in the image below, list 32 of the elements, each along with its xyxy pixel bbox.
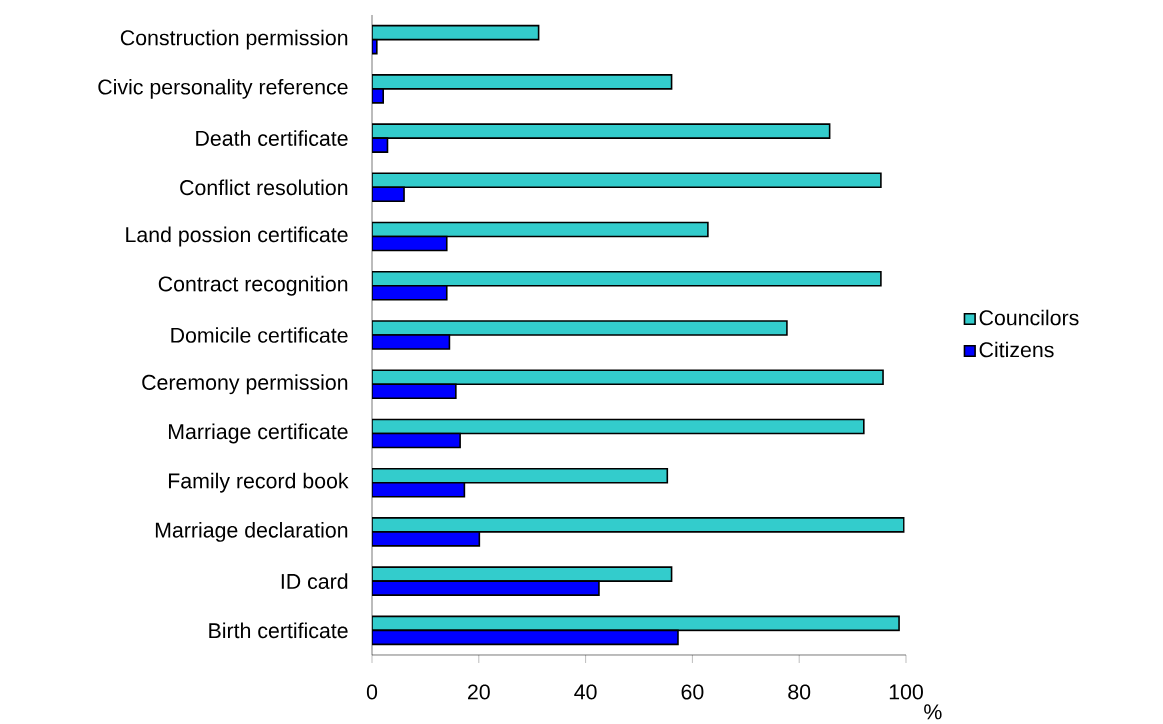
bar — [372, 418, 865, 435]
y-tick-label: Death certificate — [196, 130, 348, 146]
y-tick-label: Conflict resolution — [180, 179, 348, 196]
x-tick-label: 100 — [889, 684, 923, 700]
y-tick-label: Civic personality reference — [98, 78, 348, 99]
x-tick-label: 80 — [788, 684, 811, 700]
y-tick-label: Marriage declaration — [155, 521, 348, 542]
bar — [372, 24, 540, 41]
x-tick-label: 20 — [468, 684, 490, 700]
y-tick-label: ID card — [281, 573, 348, 589]
bar — [372, 235, 448, 252]
y-tick-label: Contract recognition — [158, 275, 348, 296]
y-tick-label: Land possion certificate — [126, 226, 348, 247]
bar — [372, 172, 882, 189]
bar — [372, 467, 669, 484]
y-tick-label: Birth certificate — [209, 622, 348, 639]
bar — [372, 481, 466, 498]
y-tick-label: Family record book — [168, 472, 349, 493]
x-tick-label: 0 — [366, 684, 378, 700]
legend-label: Citizens — [979, 341, 1054, 358]
bar — [372, 615, 900, 632]
y-tick-label: Domicile certificate — [171, 327, 348, 343]
bar — [372, 432, 461, 449]
y-tick-label: Construction permission — [120, 29, 348, 50]
bar — [372, 629, 679, 646]
y-tick-label: Ceremony permission — [142, 374, 348, 395]
legend-label: Councilors — [979, 309, 1079, 326]
x-tick-label: 40 — [574, 684, 597, 700]
y-tick-label: Marriage certificate — [168, 423, 348, 444]
x-tick-label: 60 — [681, 684, 704, 700]
bar — [372, 221, 709, 238]
x-axis-title: % — [924, 704, 942, 720]
